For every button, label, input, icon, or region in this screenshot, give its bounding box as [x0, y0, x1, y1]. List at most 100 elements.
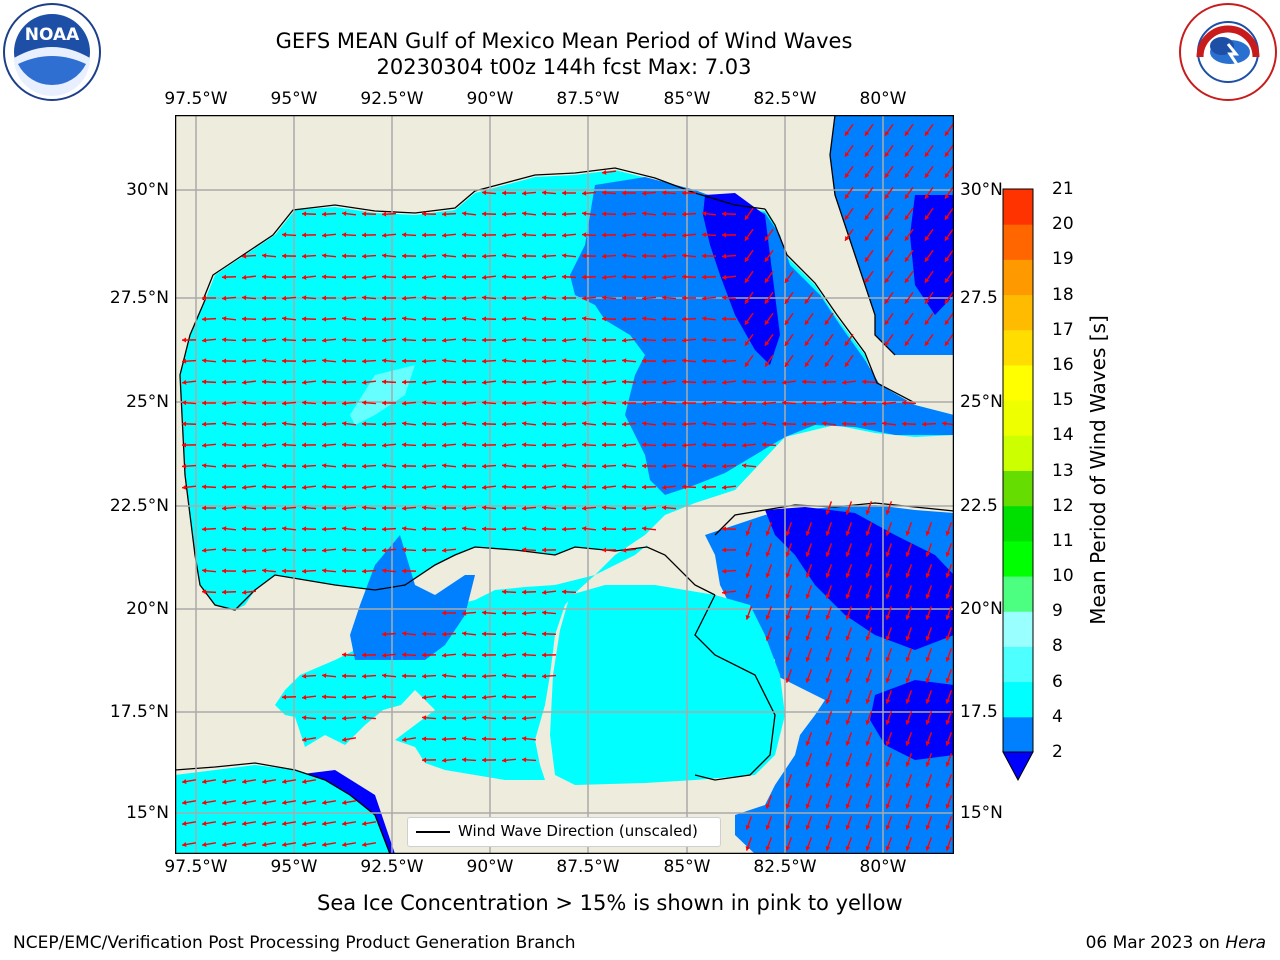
wind-arrow-head: [722, 526, 727, 532]
wind-arrow-head: [442, 547, 447, 553]
wind-arrow-head: [442, 463, 447, 469]
colorbar-segment: [1003, 646, 1033, 683]
colorbar-label: Mean Period of Wind Waves [s]: [1086, 315, 1110, 625]
wind-arrow-head: [805, 614, 811, 620]
wind-arrow-head: [362, 547, 367, 553]
wind-arrow-head: [845, 677, 851, 683]
wind-arrow-head: [944, 173, 950, 178]
wind-arrow-head: [765, 572, 771, 578]
wind-arrow-head: [785, 824, 791, 830]
colorbar-frame: [1002, 188, 1034, 753]
wind-arrow-head: [762, 379, 767, 385]
colorbar-segment: [1003, 435, 1033, 471]
wind-arrow-head: [462, 421, 467, 427]
wind-arrow-head: [182, 358, 187, 364]
wind-arrow-head: [222, 295, 227, 301]
wind-arrow-head: [845, 782, 851, 788]
wind-arrow-head: [462, 673, 467, 679]
wind-arrow-head: [302, 253, 307, 259]
wind-arrow-head: [722, 337, 727, 343]
wind-arrow-head: [502, 715, 506, 721]
wind-arrow-head: [282, 253, 287, 259]
wind-arrow-head: [542, 652, 547, 658]
wind-arrow-head: [845, 803, 851, 809]
colorbar-tick: 14: [1052, 425, 1074, 446]
wind-arrow-head: [422, 295, 427, 301]
wind-arrow-head: [522, 190, 527, 196]
wind-arrow-head: [442, 295, 446, 301]
wind-arrow-head: [542, 337, 547, 343]
wind-arrow-head: [924, 152, 930, 157]
wind-arrow-head: [262, 337, 267, 343]
wind-arrow-head: [602, 295, 607, 301]
colorbar-tick: 9: [1052, 601, 1063, 622]
wind-arrow-head: [382, 694, 387, 700]
wind-arrow-head: [442, 484, 447, 490]
wind-arrow-head: [905, 677, 911, 683]
wind-arrow-head: [904, 173, 910, 178]
wind-arrow-head: [322, 400, 326, 406]
wind-arrow-head: [222, 316, 227, 322]
wind-arrow-head: [542, 358, 547, 364]
wind-arrow-head: [402, 526, 407, 532]
colorbar-tick: 4: [1052, 706, 1063, 727]
wind-arrow-head: [422, 652, 427, 658]
wind-arrow-head: [925, 845, 931, 851]
wind-arrow-head: [422, 253, 427, 259]
wind-arrow-head: [242, 505, 247, 511]
wind-arrow-head: [422, 736, 427, 742]
wind-arrow-head: [342, 421, 347, 427]
wind-arrow-head: [522, 484, 527, 490]
wind-arrow-head: [302, 232, 307, 238]
wind-arrow-head: [242, 442, 247, 448]
wind-arrow-head: [784, 299, 790, 304]
wind-arrow-head: [482, 652, 487, 658]
wind-arrow-head: [222, 463, 227, 469]
lon-tick-top: 90°W: [466, 89, 514, 109]
wind-arrow-head: [805, 551, 811, 557]
wind-arrow-head: [884, 278, 890, 283]
wind-arrow-head: [865, 593, 871, 599]
wind-arrow-head: [742, 463, 747, 469]
wind-arrow-head: [502, 631, 507, 637]
wind-arrow-head: [702, 253, 707, 259]
wind-arrow-head: [282, 442, 287, 448]
wind-arrow-head: [885, 824, 891, 830]
wind-arrow-head: [422, 232, 427, 238]
lat-tick-left: 20°N: [126, 599, 169, 619]
wind-arrow-head: [282, 421, 287, 427]
wind-arrow-head: [522, 757, 527, 763]
atlantic-pocket: [910, 195, 954, 315]
wind-arrow-head: [785, 551, 791, 557]
campeche-band: [350, 535, 475, 660]
wind-arrow-head: [182, 421, 187, 427]
wind-arrow-head: [422, 673, 427, 679]
wind-arrow-head: [282, 821, 287, 826]
wind-arrow-head: [362, 484, 367, 490]
wind-arrow-head: [865, 782, 871, 788]
wind-arrow-head: [282, 274, 287, 280]
wind-arrow-head: [302, 337, 307, 343]
wind-arrow-head: [742, 379, 747, 385]
wind-arrow-head: [482, 316, 487, 322]
wind-arrow-head: [182, 821, 187, 826]
wind-arrow-head: [502, 463, 507, 469]
wind-arrow-head: [322, 568, 327, 574]
wind-arrow-head: [662, 421, 667, 427]
wind-arrow-head: [622, 274, 627, 280]
wind-arrow-head: [682, 400, 686, 406]
wind-arrow-head: [362, 442, 367, 448]
wind-arrow-head: [722, 253, 727, 259]
wind-arrow-head: [845, 509, 851, 515]
wind-arrow-head: [562, 358, 567, 364]
wind-arrow-head: [362, 379, 367, 385]
wind-arrow-head: [844, 194, 850, 199]
wind-arrow-head: [462, 379, 467, 385]
wind-arrow-head: [202, 400, 206, 406]
wind-arrow-head: [905, 782, 911, 788]
wind-arrow-head: [242, 821, 247, 826]
wind-arrow-head: [885, 614, 891, 620]
wind-arrow-head: [482, 715, 487, 721]
wind-arrow-head: [744, 278, 750, 283]
wind-arrow-head: [845, 572, 851, 578]
